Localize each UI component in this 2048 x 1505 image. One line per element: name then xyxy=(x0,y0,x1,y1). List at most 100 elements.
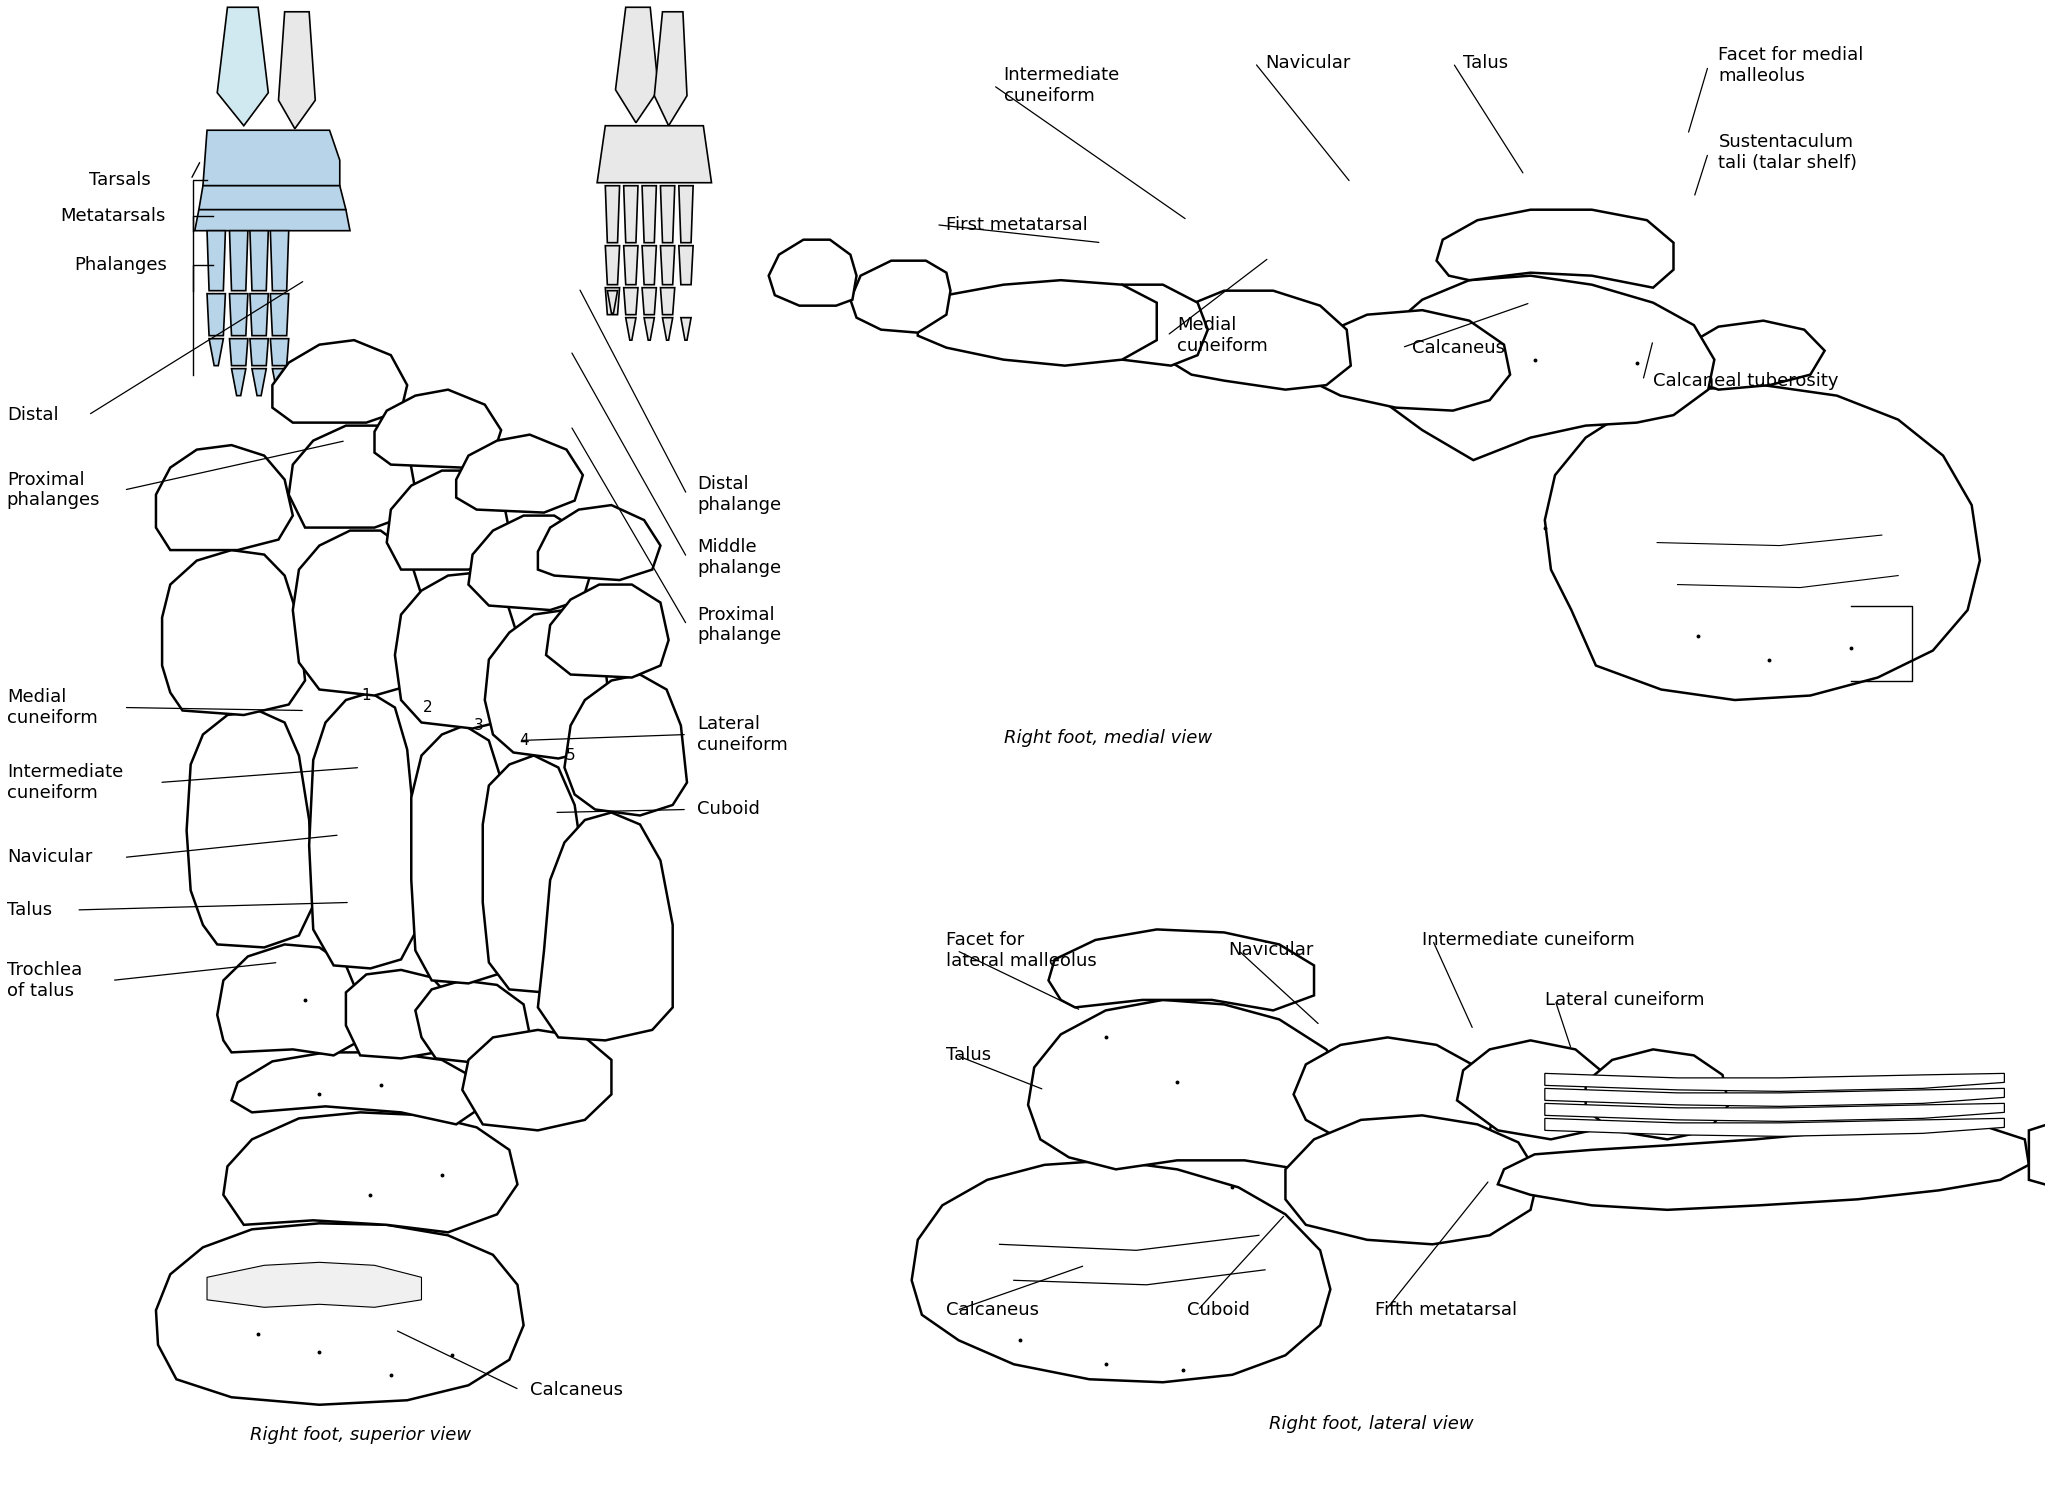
Text: Right foot, superior view: Right foot, superior view xyxy=(250,1425,471,1443)
Polygon shape xyxy=(231,369,246,396)
Polygon shape xyxy=(293,531,428,695)
Polygon shape xyxy=(659,287,674,315)
Polygon shape xyxy=(768,239,856,306)
Polygon shape xyxy=(539,813,672,1040)
Polygon shape xyxy=(346,969,457,1058)
Polygon shape xyxy=(217,945,360,1055)
Text: First metatarsal: First metatarsal xyxy=(946,215,1087,233)
Text: Navicular: Navicular xyxy=(1266,54,1350,72)
Polygon shape xyxy=(625,185,639,242)
Polygon shape xyxy=(270,339,289,366)
Polygon shape xyxy=(209,339,223,366)
Polygon shape xyxy=(608,290,618,313)
Polygon shape xyxy=(485,610,612,759)
Polygon shape xyxy=(1681,321,1825,390)
Polygon shape xyxy=(606,245,621,284)
Polygon shape xyxy=(547,584,668,677)
Polygon shape xyxy=(229,339,248,366)
Polygon shape xyxy=(680,318,690,340)
Polygon shape xyxy=(469,516,592,610)
Polygon shape xyxy=(1544,1103,2005,1121)
Polygon shape xyxy=(678,245,692,284)
Text: Navicular: Navicular xyxy=(1229,942,1313,959)
Polygon shape xyxy=(1376,275,1714,461)
Text: Facet for medial
malleolus: Facet for medial malleolus xyxy=(1718,47,1864,86)
Text: Medial
cuneiform: Medial cuneiform xyxy=(1178,316,1268,355)
Text: Proximal
phalange: Proximal phalange xyxy=(696,605,782,644)
Polygon shape xyxy=(272,340,408,423)
Text: Metatarsals: Metatarsals xyxy=(59,206,166,224)
Text: Trochlea
of talus: Trochlea of talus xyxy=(6,962,82,999)
Polygon shape xyxy=(1436,209,1673,287)
Polygon shape xyxy=(463,1029,612,1130)
Polygon shape xyxy=(375,390,502,468)
Polygon shape xyxy=(1307,310,1509,411)
Polygon shape xyxy=(229,293,248,336)
Polygon shape xyxy=(412,725,510,983)
Polygon shape xyxy=(272,369,287,396)
Text: Talus: Talus xyxy=(6,901,51,920)
Polygon shape xyxy=(1544,1073,2005,1091)
Polygon shape xyxy=(1081,284,1208,366)
Polygon shape xyxy=(1497,1124,2030,1210)
Polygon shape xyxy=(1286,1115,1538,1245)
Text: Calcaneus: Calcaneus xyxy=(946,1302,1040,1320)
Text: Sustentaculum
tali (talar shelf): Sustentaculum tali (talar shelf) xyxy=(1718,134,1858,172)
Text: Distal: Distal xyxy=(6,406,59,424)
Polygon shape xyxy=(250,293,268,336)
Text: Cuboid: Cuboid xyxy=(696,801,760,819)
Text: 5: 5 xyxy=(565,748,575,763)
Polygon shape xyxy=(606,185,621,242)
Polygon shape xyxy=(250,230,268,290)
Text: Facet for
lateral malleolus: Facet for lateral malleolus xyxy=(946,932,1098,969)
Polygon shape xyxy=(662,318,672,340)
Polygon shape xyxy=(270,293,289,336)
Text: Talus: Talus xyxy=(946,1046,991,1064)
Text: Intermediate cuneiform: Intermediate cuneiform xyxy=(1421,932,1634,950)
Polygon shape xyxy=(598,126,711,182)
Polygon shape xyxy=(289,426,416,528)
Polygon shape xyxy=(309,692,416,968)
Text: Talus: Talus xyxy=(1462,54,1507,72)
Polygon shape xyxy=(156,445,293,549)
Polygon shape xyxy=(207,230,225,290)
Polygon shape xyxy=(207,293,225,336)
Polygon shape xyxy=(659,185,674,242)
Polygon shape xyxy=(850,260,950,333)
Text: Phalanges: Phalanges xyxy=(74,256,168,274)
Text: Medial
cuneiform: Medial cuneiform xyxy=(6,688,98,727)
Polygon shape xyxy=(250,339,268,366)
Text: Calcaneus: Calcaneus xyxy=(1411,339,1505,357)
Text: 4: 4 xyxy=(518,733,528,748)
Polygon shape xyxy=(625,287,639,315)
Polygon shape xyxy=(565,674,686,816)
Polygon shape xyxy=(270,230,289,290)
Polygon shape xyxy=(643,185,655,242)
Polygon shape xyxy=(645,318,653,340)
Polygon shape xyxy=(1585,1049,1729,1139)
Polygon shape xyxy=(252,369,266,396)
Polygon shape xyxy=(231,1052,485,1124)
Polygon shape xyxy=(1544,1088,2005,1106)
Polygon shape xyxy=(1163,290,1352,390)
Polygon shape xyxy=(162,549,305,715)
Polygon shape xyxy=(223,1112,518,1233)
Text: Tarsals: Tarsals xyxy=(88,170,150,188)
Polygon shape xyxy=(606,287,621,315)
Polygon shape xyxy=(616,8,657,123)
Text: Right foot, lateral view: Right foot, lateral view xyxy=(1270,1415,1475,1433)
Polygon shape xyxy=(195,209,350,230)
Polygon shape xyxy=(1544,1118,2005,1136)
Text: Cuboid: Cuboid xyxy=(1188,1302,1249,1320)
Polygon shape xyxy=(1544,385,1980,700)
Text: Intermediate
cuneiform: Intermediate cuneiform xyxy=(6,763,123,802)
Polygon shape xyxy=(653,12,686,126)
Polygon shape xyxy=(1028,999,1356,1169)
Polygon shape xyxy=(627,318,637,340)
Polygon shape xyxy=(918,280,1157,366)
Polygon shape xyxy=(207,1263,422,1308)
Polygon shape xyxy=(217,8,268,126)
Polygon shape xyxy=(643,245,655,284)
Text: 2: 2 xyxy=(422,700,432,715)
Polygon shape xyxy=(483,756,586,992)
